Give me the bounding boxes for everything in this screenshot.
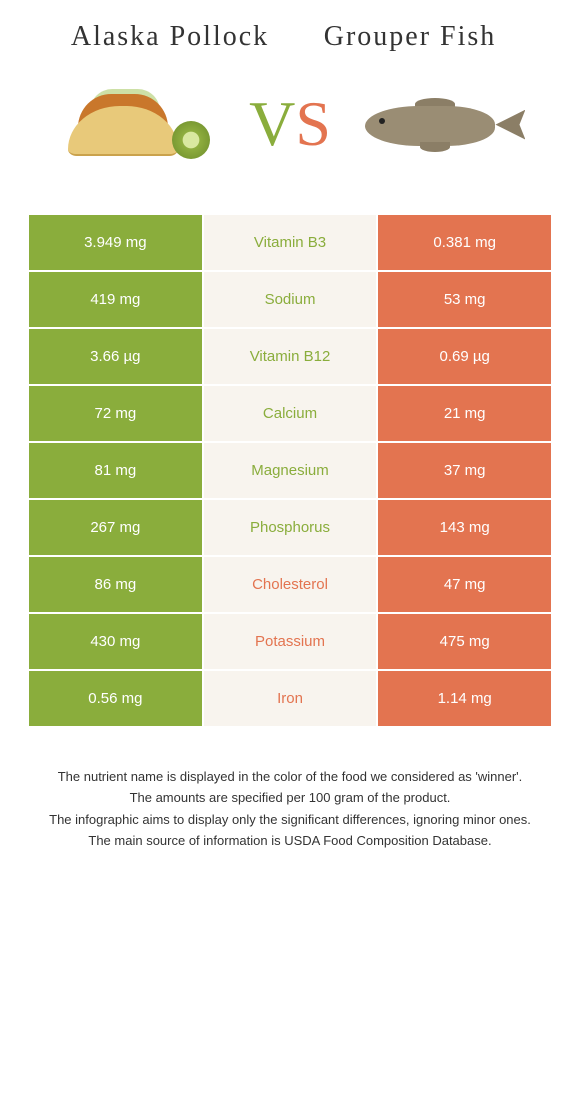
nutrient-label: Magnesium bbox=[203, 442, 378, 499]
value-left: 419 mg bbox=[28, 271, 203, 328]
vs-label: VS bbox=[249, 87, 331, 161]
value-right: 143 mg bbox=[377, 499, 552, 556]
nutrient-label: Calcium bbox=[203, 385, 378, 442]
value-right: 0.381 mg bbox=[377, 214, 552, 271]
taco-icon bbox=[60, 84, 210, 164]
table-row: 267 mgPhosphorus143 mg bbox=[28, 499, 552, 556]
value-left: 3.949 mg bbox=[28, 214, 203, 271]
value-left: 72 mg bbox=[28, 385, 203, 442]
footnote-line: The main source of information is USDA F… bbox=[22, 831, 558, 851]
table-row: 72 mgCalcium21 mg bbox=[28, 385, 552, 442]
table-row: 3.66 µgVitamin B120.69 µg bbox=[28, 328, 552, 385]
footnote-line: The amounts are specified per 100 gram o… bbox=[22, 788, 558, 808]
value-left: 267 mg bbox=[28, 499, 203, 556]
footnote-line: The nutrient name is displayed in the co… bbox=[22, 767, 558, 787]
value-left: 430 mg bbox=[28, 613, 203, 670]
vs-row: VS bbox=[0, 54, 580, 204]
header: Alaska pollock Grouper fish bbox=[0, 0, 580, 54]
nutrient-label: Potassium bbox=[203, 613, 378, 670]
food-image-right bbox=[341, 74, 550, 174]
value-right: 47 mg bbox=[377, 556, 552, 613]
value-left: 0.56 mg bbox=[28, 670, 203, 727]
table-row: 419 mgSodium53 mg bbox=[28, 271, 552, 328]
vs-v: V bbox=[249, 87, 295, 161]
value-right: 1.14 mg bbox=[377, 670, 552, 727]
nutrient-label: Vitamin B12 bbox=[203, 328, 378, 385]
value-right: 21 mg bbox=[377, 385, 552, 442]
value-left: 81 mg bbox=[28, 442, 203, 499]
nutrient-label: Phosphorus bbox=[203, 499, 378, 556]
nutrient-label: Vitamin B3 bbox=[203, 214, 378, 271]
food-image-left bbox=[30, 74, 239, 174]
footnote-line: The infographic aims to display only the… bbox=[22, 810, 558, 830]
table-row: 430 mgPotassium475 mg bbox=[28, 613, 552, 670]
table-row: 86 mgCholesterol47 mg bbox=[28, 556, 552, 613]
value-right: 0.69 µg bbox=[377, 328, 552, 385]
table-row: 0.56 mgIron1.14 mg bbox=[28, 670, 552, 727]
title-left: Alaska pollock bbox=[50, 20, 290, 54]
table-row: 81 mgMagnesium37 mg bbox=[28, 442, 552, 499]
fish-icon bbox=[365, 94, 525, 154]
table-row: 3.949 mgVitamin B30.381 mg bbox=[28, 214, 552, 271]
comparison-table: 3.949 mgVitamin B30.381 mg419 mgSodium53… bbox=[28, 214, 552, 727]
value-left: 86 mg bbox=[28, 556, 203, 613]
value-right: 37 mg bbox=[377, 442, 552, 499]
footnotes: The nutrient name is displayed in the co… bbox=[22, 767, 558, 851]
value-right: 475 mg bbox=[377, 613, 552, 670]
nutrient-label: Sodium bbox=[203, 271, 378, 328]
title-right: Grouper fish bbox=[290, 20, 530, 54]
value-left: 3.66 µg bbox=[28, 328, 203, 385]
value-right: 53 mg bbox=[377, 271, 552, 328]
nutrient-label: Iron bbox=[203, 670, 378, 727]
nutrient-label: Cholesterol bbox=[203, 556, 378, 613]
vs-s: S bbox=[295, 87, 331, 161]
